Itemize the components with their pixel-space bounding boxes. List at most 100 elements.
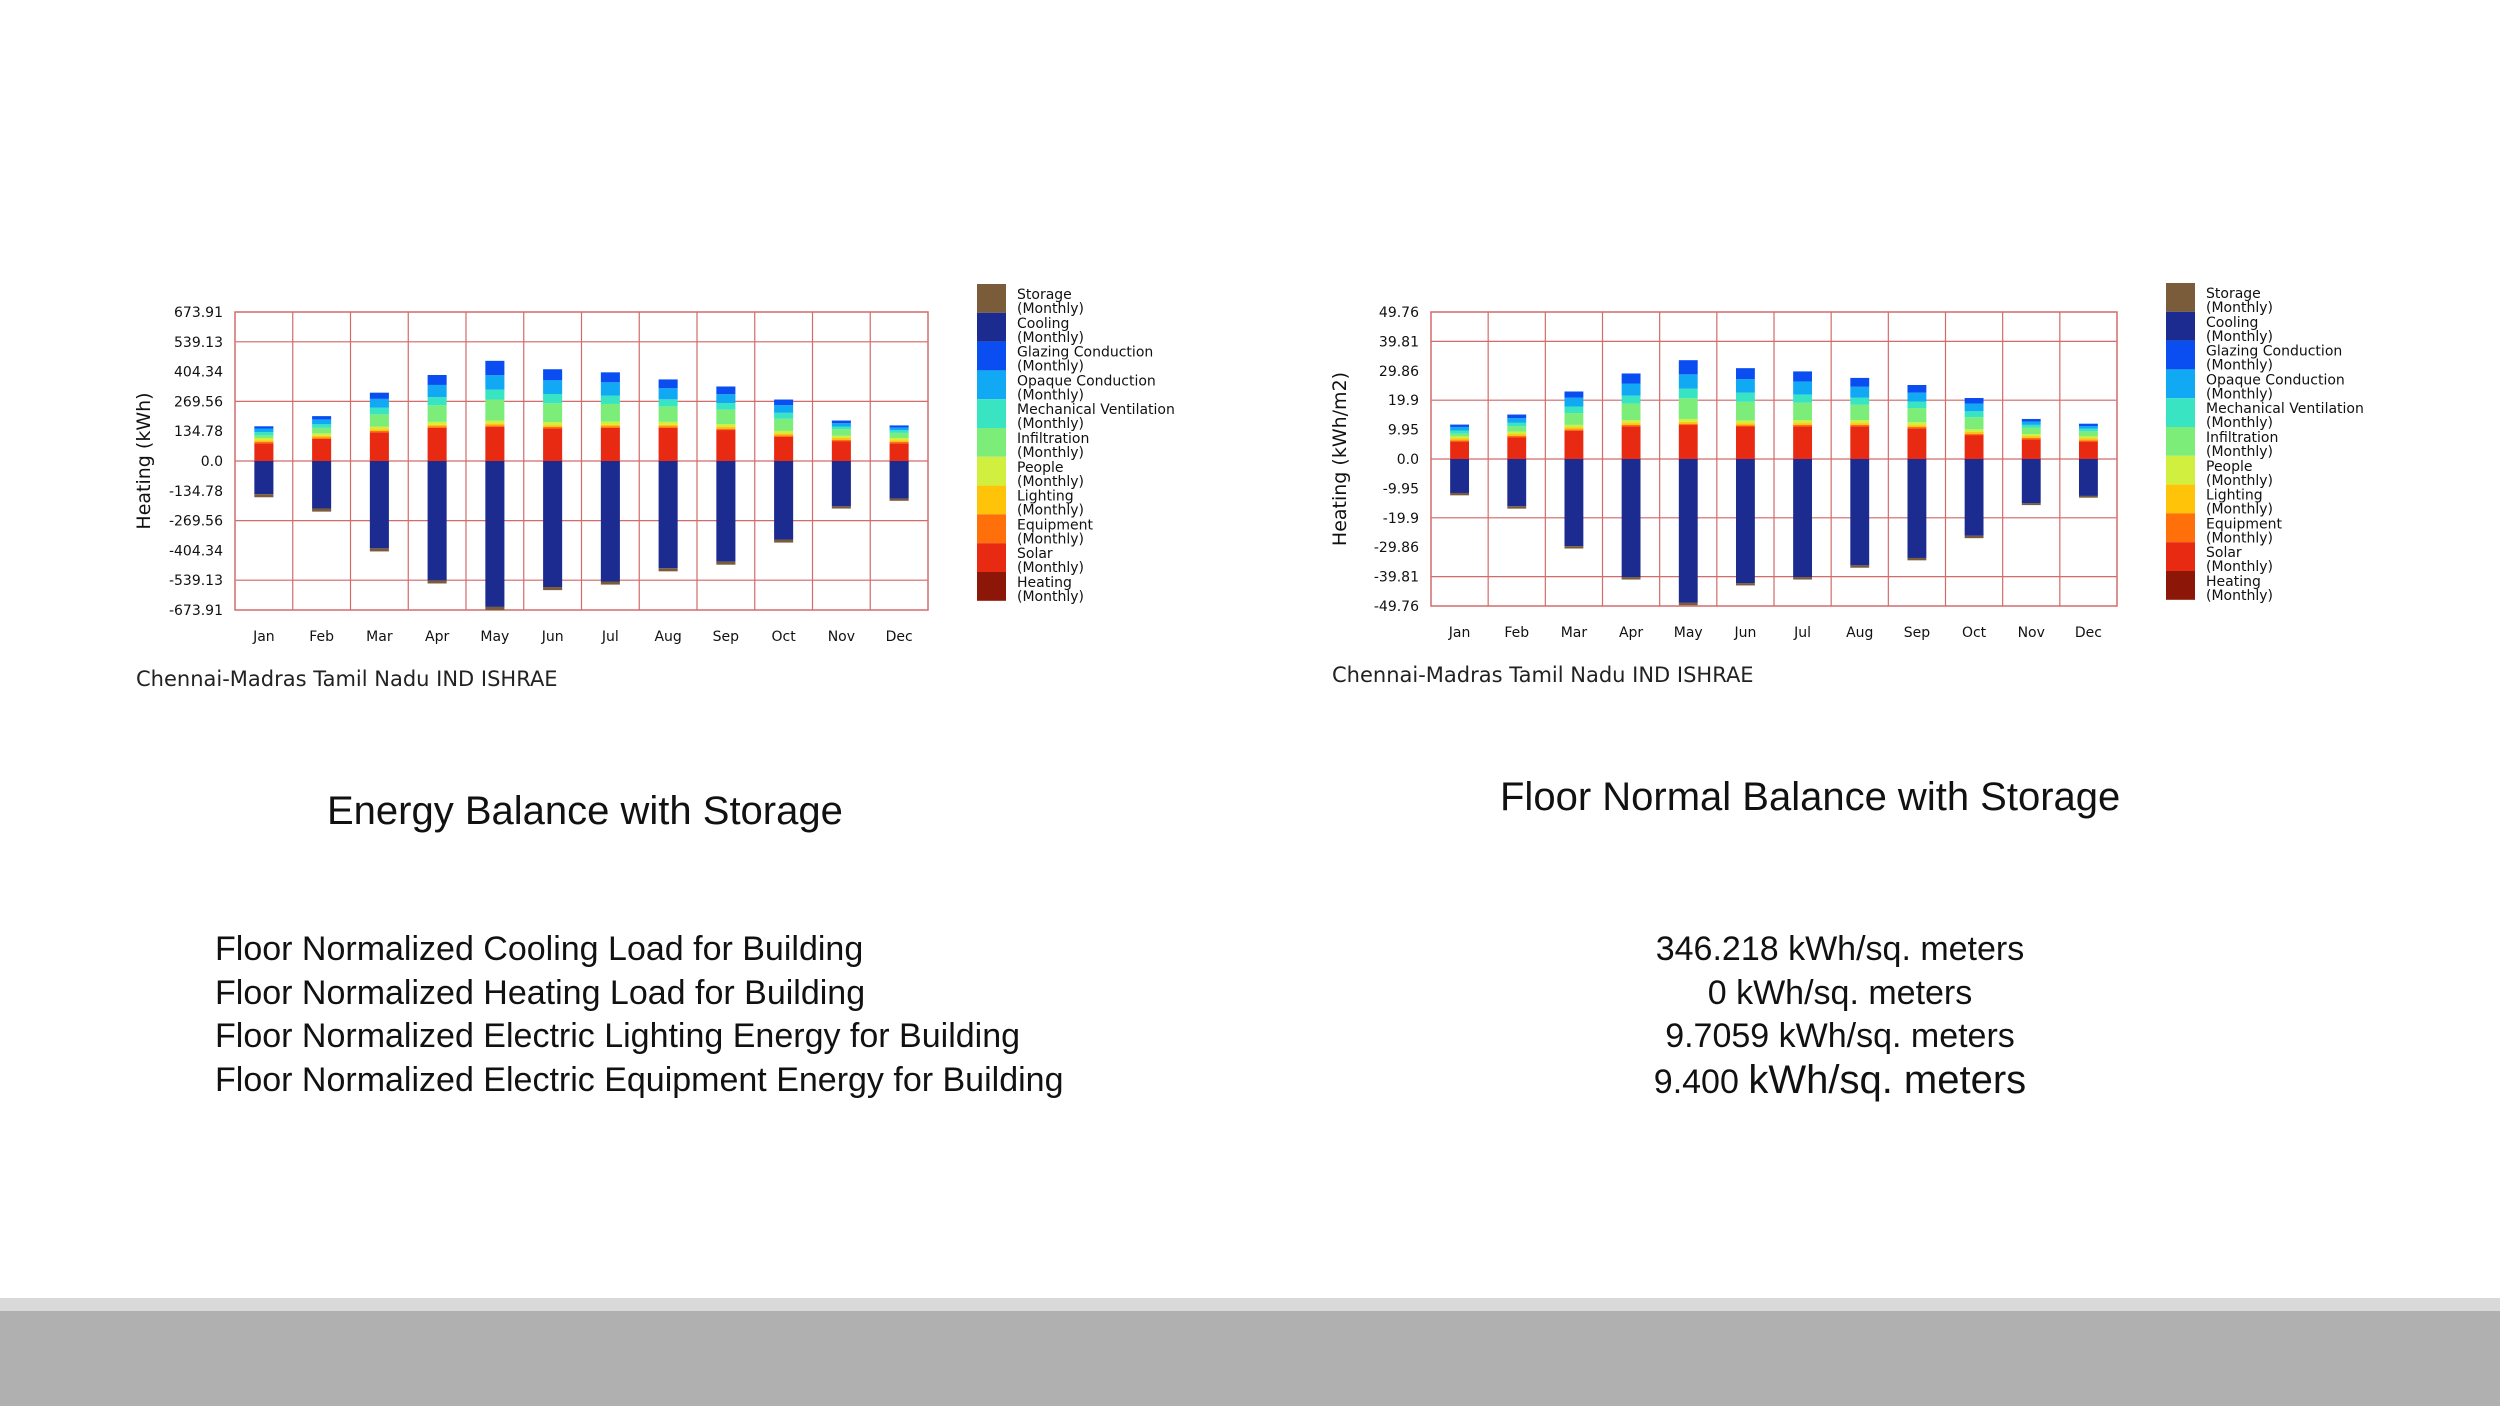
bar-segment xyxy=(485,420,505,424)
legend-label: Mechanical Ventilation xyxy=(1017,402,1175,418)
bar-segment xyxy=(774,405,794,413)
bar-segment xyxy=(254,461,274,495)
legend-swatch xyxy=(2166,311,2195,341)
bar-segment xyxy=(254,438,274,441)
stat-label-lighting: Floor Normalized Electric Lighting Energ… xyxy=(215,1017,1021,1055)
bar-segment xyxy=(1564,391,1584,398)
legend-sublabel: (Monthly) xyxy=(1017,474,1084,490)
bar-segment xyxy=(1678,360,1698,375)
bar-segment xyxy=(1450,441,1470,459)
bar-segment xyxy=(312,435,332,438)
bar-segment xyxy=(889,498,909,501)
x-tick-label: Nov xyxy=(2018,625,2045,641)
bar-segment xyxy=(774,433,794,436)
bar-segment xyxy=(1907,422,1927,426)
bar-segment xyxy=(1450,492,1470,496)
y-tick-label: -673.91 xyxy=(169,603,223,619)
bar-segment xyxy=(1735,420,1755,424)
bar-segment xyxy=(658,399,678,407)
bar-segment xyxy=(1964,397,1984,404)
bar-segment xyxy=(1450,438,1470,441)
bar-segment xyxy=(716,461,736,562)
legend-swatch xyxy=(977,399,1006,428)
y-tick-label: 539.13 xyxy=(174,335,223,351)
bar-segment xyxy=(254,441,274,444)
bar-segment xyxy=(716,394,736,404)
legend-sublabel: (Monthly) xyxy=(2206,502,2273,518)
legend-swatch xyxy=(977,543,1006,572)
y-tick-label: -39.81 xyxy=(1374,570,1419,586)
legend-label: Storage xyxy=(1017,287,1072,303)
y-tick-label: 19.9 xyxy=(1388,393,1419,409)
bar-segment xyxy=(1735,392,1755,402)
bar-segment xyxy=(774,399,794,406)
stat-value-lighting: 9.7059 kWh/sq. meters xyxy=(1665,1017,2015,1055)
bar-segment xyxy=(716,409,736,425)
bar-segment xyxy=(1907,392,1927,402)
legend-sublabel: (Monthly) xyxy=(2206,473,2273,489)
y-tick-label: -539.13 xyxy=(169,573,223,589)
y-tick-label: -269.56 xyxy=(169,514,223,530)
bar-segment xyxy=(543,425,563,427)
bar-segment xyxy=(1507,435,1527,438)
legend-label: Opaque Conduction xyxy=(2206,372,2345,388)
bar-segment xyxy=(600,395,620,404)
bar-segment xyxy=(1850,424,1870,427)
bar-segment xyxy=(1793,426,1813,459)
bar-segment xyxy=(716,386,736,395)
legend-sublabel: (Monthly) xyxy=(1017,589,1084,605)
bar-segment xyxy=(1850,386,1870,398)
bar-segment xyxy=(889,427,909,431)
bar-segment xyxy=(485,426,505,461)
bar-segment xyxy=(427,424,447,427)
bar-segment xyxy=(1621,383,1641,396)
bar-segment xyxy=(1850,404,1870,421)
bar-segment xyxy=(1907,425,1927,427)
bar-segment xyxy=(774,430,794,434)
legend-sublabel: (Monthly) xyxy=(1017,301,1084,317)
x-tick-label: Dec xyxy=(2075,625,2102,641)
bar-segment xyxy=(1621,373,1641,384)
x-tick-label: Jan xyxy=(1448,625,1471,641)
bar-segment xyxy=(658,427,678,461)
bar-segment xyxy=(1564,430,1584,459)
bar-segment xyxy=(1450,433,1470,437)
legend-swatch xyxy=(2166,571,2195,600)
legend-swatch xyxy=(2166,427,2195,456)
legend-label: Mechanical Ventilation xyxy=(2206,401,2364,417)
bar-segment xyxy=(369,429,389,431)
bar-segment xyxy=(1507,437,1527,459)
y-tick-label: 404.34 xyxy=(174,365,223,381)
bar-segment xyxy=(1450,440,1470,442)
bar-segment xyxy=(254,435,274,439)
bar-segment xyxy=(312,433,332,436)
bar-segment xyxy=(2078,495,2098,498)
bar-segment xyxy=(600,372,620,383)
bar-segment xyxy=(600,424,620,427)
bar-segment xyxy=(774,435,794,437)
bar-segment xyxy=(1964,429,1984,432)
legend-sublabel: (Monthly) xyxy=(2206,358,2273,374)
bar-segment xyxy=(2078,438,2098,441)
bar-segment xyxy=(254,440,274,442)
bar-segment xyxy=(1678,388,1698,399)
bar-segment xyxy=(312,424,332,428)
bar-segment xyxy=(312,461,332,509)
chart-right-title: Floor Normal Balance with Storage xyxy=(1500,775,2121,819)
legend-sublabel: (Monthly) xyxy=(1017,531,1084,547)
y-tick-label: 0.0 xyxy=(1397,452,1419,468)
bar-segment xyxy=(543,403,563,423)
bar-segment xyxy=(1678,398,1698,419)
bar-segment xyxy=(543,380,563,395)
bar-segment xyxy=(485,423,505,426)
bar-segment xyxy=(1564,427,1584,430)
bar-segment xyxy=(543,587,563,591)
bar-segment xyxy=(1621,395,1641,404)
legend-sublabel: (Monthly) xyxy=(2206,588,2273,604)
bar-segment xyxy=(1850,397,1870,405)
legend-swatch xyxy=(2166,398,2195,427)
legend-label: Solar xyxy=(1017,546,1053,562)
bar-segment xyxy=(2021,436,2041,438)
bar-segment xyxy=(2021,421,2041,425)
bar-segment xyxy=(427,421,447,425)
